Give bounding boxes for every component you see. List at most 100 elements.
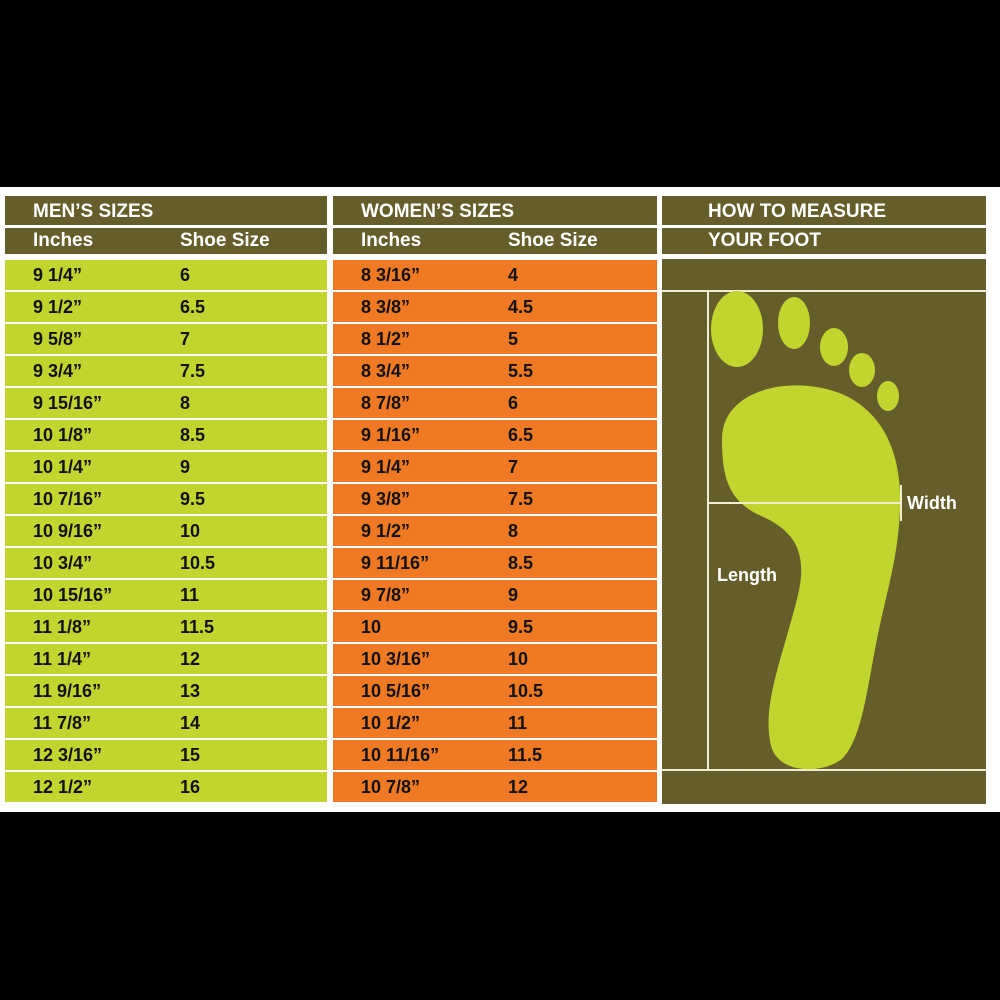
inches-cell: 9 1/2”: [33, 297, 83, 317]
inches-cell: 10 5/16”: [361, 681, 431, 701]
men-size-row: 10 15/16” 11: [5, 580, 327, 610]
women-size-row: 10 7/8” 12: [333, 772, 657, 802]
men-size-row: 11 1/4” 12: [5, 644, 327, 674]
inches-cell: 10 3/4”: [33, 553, 93, 573]
inches-cell: 11 7/8”: [33, 713, 92, 733]
measure-title-line2: YOUR FOOT: [662, 228, 986, 254]
men-size-row: 10 7/16” 9.5: [5, 484, 327, 514]
shoe-size-cell: 8: [180, 393, 191, 413]
inches-cell: 9 1/2”: [361, 521, 411, 541]
measure-section: HOW TO MEASURE YOUR FOOT: [662, 196, 986, 260]
shoe-size-cell: 5: [508, 329, 519, 349]
shoe-size-cell: 6.5: [508, 425, 534, 445]
shoe-size-cell: 8: [508, 521, 519, 541]
inches-cell: 9 1/16”: [361, 425, 421, 445]
inches-cell: 10 11/16”: [361, 745, 440, 765]
men-size-row: 11 7/8” 14: [5, 708, 327, 738]
women-size-row: 8 7/8” 6: [333, 388, 657, 418]
width-line: [709, 502, 900, 504]
womens-title: WOMEN’S SIZES: [333, 196, 657, 225]
womens-shoe-size-header: Shoe Size: [508, 230, 598, 251]
inches-cell: 10 1/2”: [361, 713, 421, 733]
womens-column-headers: Inches Shoe Size: [333, 228, 657, 254]
inches-cell: 9 1/4”: [33, 265, 83, 285]
inches-cell: 11 9/16”: [33, 681, 102, 701]
women-size-row: 10 11/16” 11.5: [333, 740, 657, 770]
inches-cell: 9 11/16”: [361, 553, 430, 573]
women-size-row: 10 3/16” 10: [333, 644, 657, 674]
shoe-size-cell: 6: [508, 393, 519, 413]
shoe-size-cell: 7.5: [508, 489, 534, 509]
men-size-row: 10 9/16” 10: [5, 516, 327, 546]
inches-cell: 10 1/4”: [33, 457, 93, 477]
women-size-row: 9 1/16” 6.5: [333, 420, 657, 450]
women-size-row: 8 1/2” 5: [333, 324, 657, 354]
shoe-size-cell: 10.5: [508, 681, 544, 701]
top-guide-line: [662, 290, 986, 292]
foot-diagram-panel: Width Length: [662, 259, 986, 804]
inches-cell: 8 7/8”: [361, 393, 411, 413]
inches-cell: 12 3/16”: [33, 745, 103, 765]
shoe-size-cell: 9.5: [508, 617, 534, 637]
inches-cell: 9 3/4”: [33, 361, 83, 381]
shoe-size-cell: 7: [180, 329, 191, 349]
shoe-size-cell: 11.5: [180, 617, 215, 637]
inches-cell: 10 7/8”: [361, 777, 421, 797]
shoe-size-cell: 12: [180, 649, 201, 669]
inches-cell: 9 1/4”: [361, 457, 411, 477]
shoe-size-cell: 9: [508, 585, 519, 605]
womens-inches-header: Inches: [361, 230, 422, 251]
men-size-row: 9 15/16” 8: [5, 388, 327, 418]
inches-cell: 8 1/2”: [361, 329, 411, 349]
shoe-size-cell: 8.5: [180, 425, 206, 445]
women-size-row: 8 3/8” 4.5: [333, 292, 657, 322]
women-size-row: 10 1/2” 11: [333, 708, 657, 738]
shoe-size-cell: 6: [180, 265, 191, 285]
width-tick: [900, 485, 902, 521]
women-size-row: 10 9.5: [333, 612, 657, 642]
men-size-row: 10 1/4” 9: [5, 452, 327, 482]
length-line: [707, 292, 709, 769]
mens-inches-header: Inches: [33, 230, 94, 251]
inches-cell: 10 1/8”: [33, 425, 93, 445]
width-label: Width: [907, 493, 957, 513]
shoe-size-cell: 7: [508, 457, 519, 477]
bottom-guide-line: [662, 769, 986, 771]
foot-outline-icon: [711, 291, 901, 770]
shoe-size-cell: 6.5: [180, 297, 206, 317]
length-label: Length: [717, 565, 777, 585]
men-size-row: 11 9/16” 13: [5, 676, 327, 706]
shoe-size-cell: 11: [508, 713, 528, 733]
womens-sizes-table: WOMEN’S SIZES Inches Shoe Size 8 3/16” 4 8 …: [333, 196, 657, 804]
inches-cell: 9 5/8”: [33, 329, 83, 349]
mens-sizes-table: MEN’S SIZES Inches Shoe Size 9 1/4” 6 9 1/2…: [5, 196, 327, 804]
inches-cell: 10 9/16”: [33, 521, 103, 541]
men-size-row: 10 1/8” 8.5: [5, 420, 327, 450]
women-size-row: 9 7/8” 9: [333, 580, 657, 610]
men-size-row: 9 1/2” 6.5: [5, 292, 327, 322]
men-size-row: 12 3/16” 15: [5, 740, 327, 770]
shoe-size-cell: 4.5: [508, 297, 534, 317]
inches-cell: 11 1/8”: [33, 617, 92, 637]
women-size-row: 8 3/4” 5.5: [333, 356, 657, 386]
shoe-size-cell: 11.5: [508, 745, 543, 765]
women-size-row: 9 11/16” 8.5: [333, 548, 657, 578]
shoe-size-cell: 14: [180, 713, 201, 733]
shoe-size-cell: 7.5: [180, 361, 206, 381]
measure-title-line1: HOW TO MEASURE: [662, 196, 986, 225]
women-size-row: 9 1/4” 7: [333, 452, 657, 482]
inches-cell: 8 3/4”: [361, 361, 411, 381]
shoe-size-cell: 9: [180, 457, 191, 477]
shoe-size-cell: 10.5: [180, 553, 216, 573]
women-size-row: 10 5/16” 10.5: [333, 676, 657, 706]
men-size-row: 9 5/8” 7: [5, 324, 327, 354]
mens-shoe-size-header: Shoe Size: [180, 230, 270, 251]
inches-cell: 11 1/4”: [33, 649, 92, 669]
women-size-row: 9 1/2” 8: [333, 516, 657, 546]
shoe-size-cell: 16: [180, 777, 201, 797]
shoe-size-cell: 10: [508, 649, 529, 669]
mens-column-headers: Inches Shoe Size: [5, 228, 327, 254]
shoe-size-cell: 10: [180, 521, 201, 541]
men-size-row: 11 1/8” 11.5: [5, 612, 327, 642]
shoe-size-cell: 15: [180, 745, 201, 765]
